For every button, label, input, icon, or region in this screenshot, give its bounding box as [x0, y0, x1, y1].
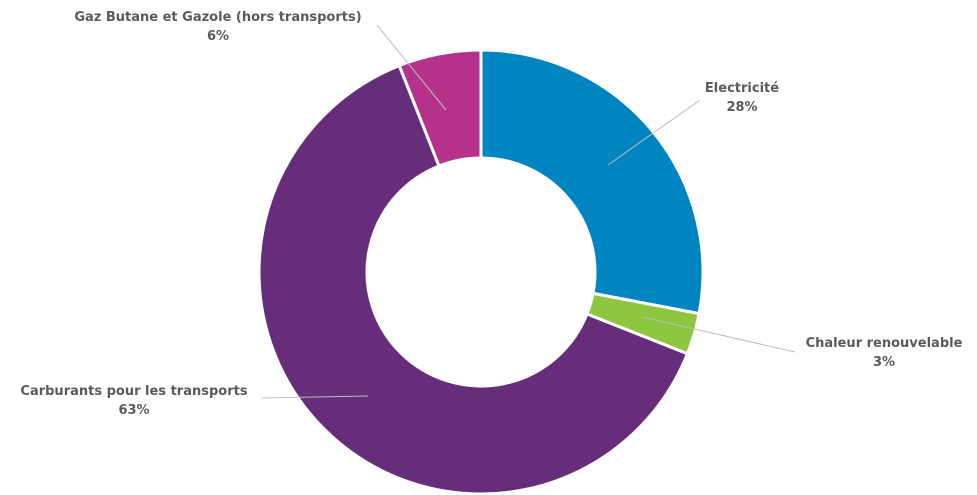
- slice-value-gaz-butane-et-gazole-hors-transports: 6%: [207, 29, 229, 44]
- donut-slices: [257, 48, 705, 495]
- leader-line-carburants-pour-les-transports: [261, 395, 369, 399]
- slice-electricite: [479, 48, 705, 316]
- slice-label-gaz-butane-et-gazole-hors-transports: Gaz Butane et Gazole (hors transports): [74, 10, 361, 25]
- slice-label-chaleur-renouvelable: Chaleur renouvelable: [806, 336, 963, 351]
- slice-value-carburants-pour-les-transports: 63%: [118, 403, 149, 418]
- slice-labels: Electricité 28% Chaleur renouvelable 3% Carb…: [20, 10, 962, 418]
- slice-label-electricite: Electricité: [705, 81, 779, 96]
- leader-line-electricite: [607, 99, 701, 166]
- slice-label-carburants-pour-les-transports: Carburants pour les transports: [20, 384, 247, 399]
- slice-carburants-pour-les-transports: [257, 64, 689, 495]
- leader-lines: [261, 24, 796, 399]
- leader-line-chaleur-renouvelable: [641, 316, 796, 353]
- leader-line-gaz-butane-et-gazole-hors-transports: [376, 24, 447, 111]
- slice-gaz-butane-et-gazole-hors-transports: [397, 48, 483, 168]
- slice-value-electricite: 28%: [726, 100, 757, 115]
- slice-value-chaleur-renouvelable: 3%: [873, 355, 895, 370]
